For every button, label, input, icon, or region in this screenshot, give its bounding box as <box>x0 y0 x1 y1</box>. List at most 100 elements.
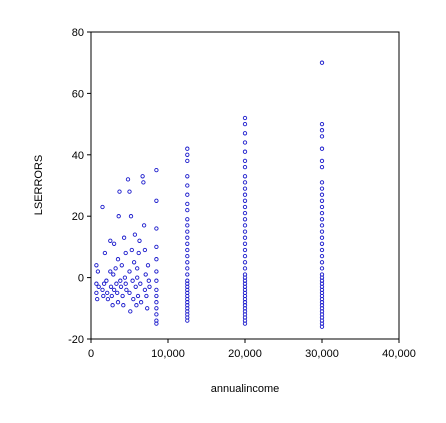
data-point <box>142 287 148 293</box>
data-point <box>115 257 121 262</box>
data-point <box>319 158 325 164</box>
data-point <box>242 174 248 179</box>
data-point <box>242 235 248 240</box>
data-point <box>104 278 109 283</box>
data-point <box>115 290 120 296</box>
data-point <box>101 293 106 299</box>
data-point <box>134 303 139 308</box>
data-point <box>102 250 108 256</box>
data-point <box>125 177 131 182</box>
data-point <box>242 115 248 121</box>
data-point <box>136 250 141 256</box>
data-point <box>242 253 248 259</box>
data-point <box>185 158 190 164</box>
data-point <box>143 272 148 277</box>
data-point <box>319 134 325 139</box>
x-axis: 0 10,000 20,000 30,000 40,000 <box>88 339 416 360</box>
data-point <box>185 183 190 188</box>
data-point <box>94 290 99 296</box>
y-tick-label: 0 <box>78 273 84 285</box>
plot-area <box>90 31 400 340</box>
data-point <box>121 303 126 308</box>
data-point <box>144 293 149 299</box>
x-tick-label: 10,000 <box>151 348 185 360</box>
y-tick-label: 80 <box>72 27 84 39</box>
data-point <box>185 253 190 259</box>
y-tick-label: 60 <box>72 88 84 100</box>
data-point <box>140 174 145 179</box>
data-point <box>319 128 325 133</box>
data-point <box>108 284 114 289</box>
y-axis: -20 0 20 40 60 80 <box>68 27 91 346</box>
data-point <box>100 287 105 293</box>
data-point <box>242 223 248 228</box>
data-point <box>113 266 118 271</box>
data-point <box>95 296 100 302</box>
data-point <box>319 210 325 216</box>
data-point <box>129 247 134 253</box>
data-point <box>185 152 190 157</box>
data-point <box>242 266 248 271</box>
y-axis-title: LSERRORS <box>33 155 45 216</box>
data-point <box>319 217 325 222</box>
x-tick-label: 40,000 <box>382 348 416 360</box>
data-point <box>242 140 248 145</box>
data-point <box>123 281 128 286</box>
data-point <box>108 269 113 274</box>
data-point <box>242 241 248 246</box>
data-point <box>242 210 248 216</box>
data-point <box>185 241 190 246</box>
data-point <box>154 198 159 203</box>
data-point <box>154 312 159 317</box>
data-point <box>319 253 325 259</box>
data-point <box>319 198 325 203</box>
data-point <box>242 247 248 253</box>
data-point <box>319 260 325 265</box>
data-point <box>105 296 111 302</box>
data-point <box>242 164 248 170</box>
data-point <box>145 306 150 311</box>
data-point <box>242 198 248 203</box>
data-point <box>117 189 122 194</box>
data-point <box>319 241 325 246</box>
data-point <box>135 266 140 271</box>
data-point <box>131 296 136 302</box>
data-point <box>154 287 159 293</box>
data-point <box>242 131 248 136</box>
data-point <box>185 174 190 179</box>
data-point <box>121 235 127 240</box>
data-point <box>319 247 325 253</box>
y-tick-label: 20 <box>72 211 84 223</box>
data-point <box>131 260 137 265</box>
data-point <box>94 263 99 268</box>
data-point <box>185 235 190 240</box>
data-point <box>147 284 152 289</box>
data-point <box>242 158 248 164</box>
data-point <box>111 287 117 293</box>
data-point <box>319 223 325 228</box>
data-point <box>154 269 159 274</box>
data-point <box>319 229 325 234</box>
data-point <box>242 180 248 185</box>
x-axis-title: annualincome <box>211 383 280 395</box>
x-tick-label: 30,000 <box>305 348 339 360</box>
data-point <box>137 238 142 243</box>
data-points <box>94 60 325 329</box>
data-point <box>319 121 325 127</box>
data-point <box>185 272 190 277</box>
data-point <box>242 121 248 127</box>
data-point <box>154 167 159 173</box>
data-point <box>135 275 140 280</box>
y-tick-label: -20 <box>68 334 84 346</box>
data-point <box>123 250 128 256</box>
data-point <box>185 266 190 271</box>
data-point <box>96 284 101 289</box>
data-point <box>127 290 132 296</box>
data-point <box>185 201 190 207</box>
data-point <box>185 247 190 253</box>
data-point <box>319 266 325 271</box>
data-point <box>154 306 159 311</box>
data-point <box>185 223 190 228</box>
data-point <box>109 293 114 299</box>
